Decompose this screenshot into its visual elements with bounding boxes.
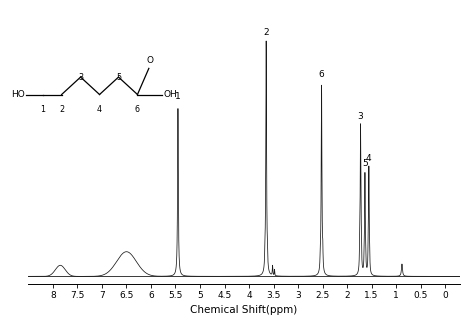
Text: 4: 4	[97, 105, 102, 114]
Text: 4: 4	[365, 154, 371, 163]
Text: 5: 5	[362, 159, 368, 168]
Text: 5: 5	[116, 73, 121, 82]
Text: 1: 1	[175, 92, 181, 101]
Text: 6: 6	[135, 105, 140, 114]
Text: HO: HO	[11, 90, 25, 99]
Text: OH: OH	[163, 90, 177, 99]
Text: 2: 2	[59, 105, 64, 114]
Text: 1: 1	[40, 105, 45, 114]
Text: 6: 6	[319, 70, 324, 79]
X-axis label: Chemical Shift(ppm): Chemical Shift(ppm)	[191, 305, 298, 315]
Text: 3: 3	[78, 73, 83, 82]
Text: 3: 3	[357, 112, 363, 121]
Text: O: O	[146, 56, 153, 65]
Text: 2: 2	[264, 28, 269, 37]
